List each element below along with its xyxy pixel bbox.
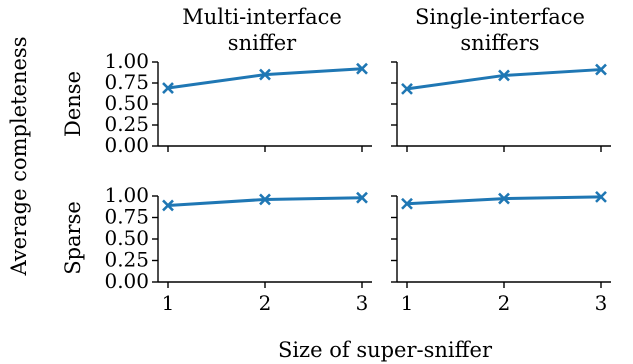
x-tick-label: 3: [356, 291, 369, 315]
marker-stroke: [356, 191, 368, 204]
column-title-single-line1: Single-interface: [415, 5, 585, 29]
y-tick-label: 0.00: [104, 269, 149, 293]
column-title-single-line2: sniffers: [460, 31, 539, 55]
y-tick-label: 0.75: [104, 205, 149, 229]
y-tick-label: 0.25: [104, 248, 149, 272]
marker-stroke: [259, 68, 271, 81]
x-tick-label: 3: [595, 291, 608, 315]
data-point-marker: [356, 62, 368, 75]
marker-stroke: [356, 62, 368, 75]
data-point-marker: [356, 191, 368, 204]
y-tick-label: 1.00: [104, 49, 149, 73]
series-line: [166, 67, 364, 90]
panel-sparse-multi-interface: 0.000.250.500.751.00 1 2 3: [104, 183, 372, 315]
data-point-marker: [595, 63, 607, 76]
data-point-marker: [401, 197, 413, 210]
column-title-multi-line1: Multi-interface: [182, 5, 342, 29]
marker-stroke: [498, 69, 510, 82]
x-tick-label: 2: [259, 291, 272, 315]
data-point-marker: [595, 190, 607, 203]
data-point-marker: [498, 192, 510, 205]
data-point-marker: [162, 199, 174, 212]
y-tick-label: 0.50: [104, 91, 149, 115]
y-tick-label: 0.50: [104, 226, 149, 250]
row-label-dense: Dense: [61, 71, 85, 137]
x-tick-label: 1: [401, 291, 414, 315]
series-line: [405, 68, 603, 91]
marker-stroke: [595, 63, 607, 76]
marker-stroke: [259, 193, 271, 206]
panel-dense-multi-interface: 0.000.250.500.751.00: [104, 49, 372, 157]
x-tick-label: 1: [162, 291, 175, 315]
panel-dense-single-interface: [391, 61, 611, 152]
marker-stroke: [162, 82, 174, 94]
y-tick-label: 1.00: [104, 183, 149, 207]
y-tick-label: 0.00: [104, 133, 149, 157]
column-title-multi-line2: sniffer: [228, 31, 297, 55]
x-tick-label: 2: [498, 291, 511, 315]
marker-stroke: [162, 199, 174, 212]
shared-x-axis-label: Size of super-sniffer: [278, 338, 493, 362]
data-point-marker: [259, 193, 271, 206]
marker-stroke: [401, 197, 413, 210]
y-tick-label: 0.75: [104, 70, 149, 94]
panel-sparse-single-interface: 1 2 3: [391, 190, 611, 315]
marker-stroke: [498, 192, 510, 205]
y-tick-label: 0.25: [104, 112, 149, 136]
data-point-marker: [401, 82, 413, 95]
shared-y-axis-label: Average completeness: [7, 37, 31, 277]
marker-stroke: [595, 190, 607, 203]
data-point-marker: [259, 68, 271, 81]
marker-stroke: [401, 82, 413, 95]
data-point-marker: [498, 69, 510, 82]
data-point-marker: [162, 82, 174, 94]
row-label-sparse: Sparse: [61, 201, 85, 275]
